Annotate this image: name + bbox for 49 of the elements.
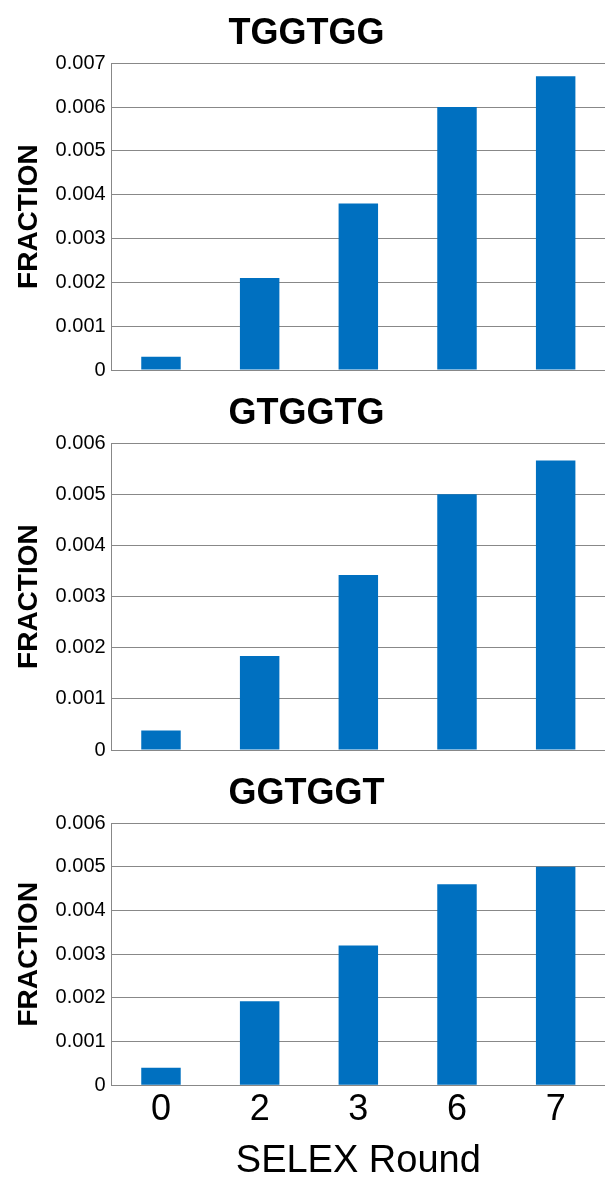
y-tick-label: 0.003: [55, 584, 106, 607]
y-tick-label: 0.005: [55, 854, 106, 877]
y-axis-title: FRACTION: [11, 144, 43, 289]
y-tick-label: 0.004: [55, 532, 106, 555]
y-tick-label: 0.005: [55, 138, 106, 161]
bar: [338, 203, 379, 370]
bar: [535, 460, 576, 750]
x-tick-label: 7: [545, 1086, 566, 1128]
y-tick-label: 0.004: [55, 182, 106, 205]
bar: [437, 494, 477, 750]
y-tick-label: 0.006: [55, 94, 106, 117]
y-tick-label: 0.003: [55, 941, 106, 964]
bar: [239, 1001, 280, 1085]
bar: [437, 884, 477, 1085]
y-tick-label: 0.004: [55, 898, 106, 921]
bar: [437, 107, 477, 370]
bar: [141, 1067, 181, 1085]
y-tick-label: 0.002: [55, 985, 106, 1008]
y-axis-title: FRACTION: [11, 881, 43, 1027]
y-tick-label: 0.003: [55, 226, 106, 249]
chart-title: GGTGGT: [228, 770, 385, 812]
y-tick-label: 0.002: [55, 635, 106, 658]
bar: [338, 945, 379, 1085]
y-axis-title: FRACTION: [11, 524, 43, 669]
x-tick-label: 3: [348, 1086, 369, 1128]
chart-title: GTGGTG: [228, 390, 385, 432]
bar: [535, 866, 576, 1085]
y-tick-label: 0.001: [55, 1029, 106, 1052]
x-tick-label: 6: [446, 1086, 468, 1128]
x-tick-label: 0: [150, 1086, 171, 1128]
y-tick-label: 0: [94, 1072, 106, 1095]
bar: [535, 76, 576, 370]
y-tick-label: 0.001: [55, 686, 106, 709]
bar: [338, 575, 379, 750]
y-tick-label: 0.002: [55, 269, 106, 292]
x-tick-label: 2: [249, 1086, 270, 1128]
y-tick-label: 0: [94, 737, 106, 760]
bar: [239, 655, 280, 750]
x-axis-title: SELEX Round: [235, 1137, 481, 1180]
y-tick-label: 0.007: [55, 50, 106, 73]
bar: [141, 730, 181, 750]
y-tick-label: 0.006: [55, 430, 106, 453]
y-tick-label: 0.006: [55, 810, 106, 833]
y-tick-label: 0.001: [55, 313, 106, 336]
y-tick-label: 0: [94, 357, 106, 380]
y-tick-label: 0.005: [55, 481, 106, 504]
bar: [239, 277, 280, 370]
chart-title: TGGTGG: [228, 10, 385, 52]
bar: [141, 356, 181, 370]
